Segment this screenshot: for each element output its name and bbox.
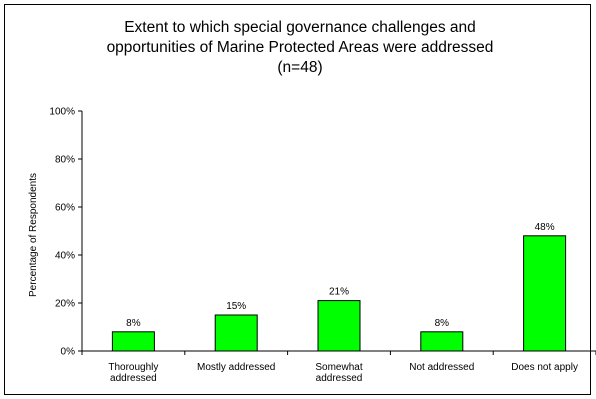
x-axis: [81, 350, 596, 355]
chart-title-line-1: Extent to which special governance chall…: [124, 19, 476, 36]
data-label: 15%: [226, 301, 246, 312]
category-label: Not addressed: [409, 362, 474, 373]
y-tick-label: 20%: [55, 299, 75, 310]
category-label: Mostly addressed: [197, 362, 275, 373]
y-tick-label: 0%: [61, 347, 76, 358]
bar: [111, 331, 155, 352]
y-tick-label: 40%: [55, 251, 75, 262]
category-label: Thoroughly: [108, 362, 158, 373]
data-label: 8%: [435, 318, 450, 329]
category-label: Does not apply: [511, 362, 578, 373]
data-label: 8%: [126, 318, 141, 329]
data-labels: 8% 15% 21% 8% 48%: [126, 222, 555, 329]
bar: [523, 235, 567, 352]
bars: [111, 235, 567, 352]
bar: [420, 331, 464, 352]
chart-frame: [4, 4, 591, 395]
chart-title-line-3: (n=48): [277, 59, 323, 76]
y-tick-label: 60%: [55, 203, 75, 214]
chart-title: Extent to which special governance chall…: [60, 18, 540, 78]
category-label: addressed: [316, 373, 363, 384]
bar: [214, 314, 258, 352]
bar: [317, 300, 361, 352]
y-axis: 0% 20% 40% 60% 80% 100%: [49, 107, 83, 358]
data-label: 21%: [329, 287, 349, 298]
chart-title-line-2: opportunities of Marine Protected Areas …: [106, 39, 494, 56]
category-label: addressed: [110, 373, 157, 384]
y-tick-label: 100%: [49, 107, 75, 118]
category-label: Somewhat: [315, 362, 362, 373]
y-tick-label: 80%: [55, 155, 75, 166]
data-label: 48%: [535, 222, 555, 233]
y-axis-label: Percentage of Respondents: [28, 173, 39, 297]
